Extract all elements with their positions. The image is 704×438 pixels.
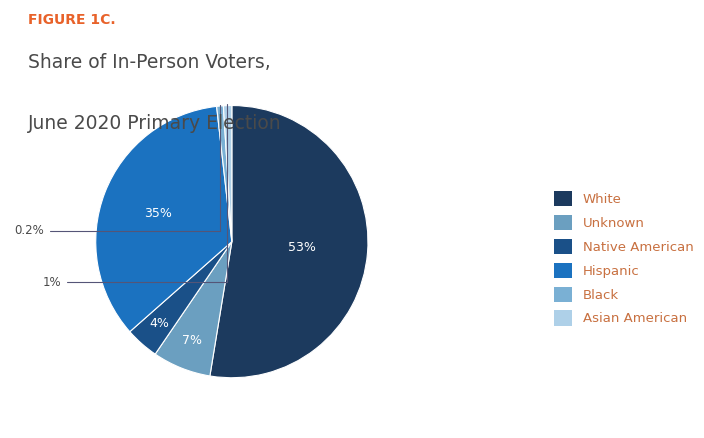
Legend: White, Unknown, Native American, Hispanic, Black, Asian American: White, Unknown, Native American, Hispani… xyxy=(550,187,698,329)
Wedge shape xyxy=(217,106,232,242)
Wedge shape xyxy=(155,242,232,376)
Text: 0.2%: 0.2% xyxy=(14,105,220,237)
Wedge shape xyxy=(210,106,368,378)
Text: 35%: 35% xyxy=(144,207,172,220)
Wedge shape xyxy=(223,106,232,242)
Text: 53%: 53% xyxy=(289,241,316,254)
Text: 4%: 4% xyxy=(150,317,170,330)
Text: June 2020 Primary Election: June 2020 Primary Election xyxy=(28,114,282,133)
Text: 1%: 1% xyxy=(43,104,227,289)
Text: FIGURE 1C.: FIGURE 1C. xyxy=(28,13,115,27)
Wedge shape xyxy=(130,242,232,354)
Wedge shape xyxy=(96,106,232,332)
Text: 7%: 7% xyxy=(182,334,203,347)
Text: Share of In-Person Voters,: Share of In-Person Voters, xyxy=(28,53,271,71)
